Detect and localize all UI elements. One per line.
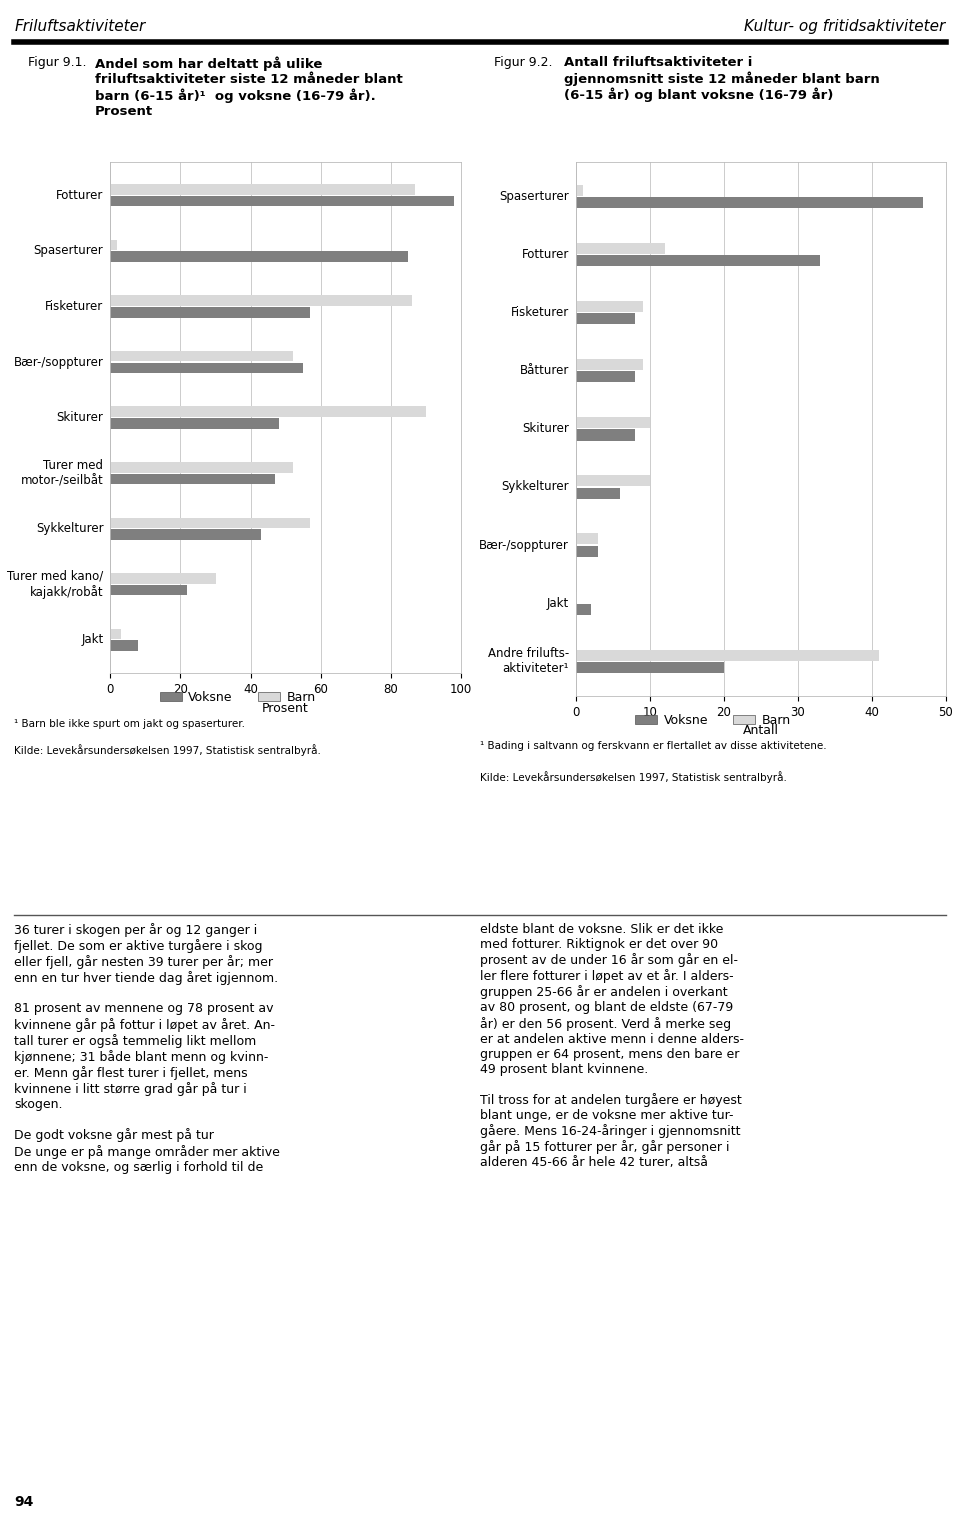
X-axis label: Prosent: Prosent [262,702,309,714]
Text: ¹ Barn ble ikke spurt om jakt og spaserturer.: ¹ Barn ble ikke spurt om jakt og spasert… [14,719,246,729]
Bar [576,371,636,383]
X-axis label: Antall: Antall [743,725,779,737]
Bar [576,604,590,614]
Bar [110,363,303,374]
Bar [576,649,879,661]
Legend: Voksne, Barn: Voksne, Barn [630,708,796,732]
Bar [576,592,578,602]
Bar [576,418,650,428]
Bar [576,475,650,487]
Bar [110,185,416,195]
Text: Figur 9.2.: Figur 9.2. [494,56,552,68]
Bar [576,313,636,324]
Bar [110,517,310,528]
Bar [576,197,924,209]
Text: Andel som har deltatt på ulike
friluftsaktiviteter siste 12 måneder blant
barn (: Andel som har deltatt på ulike friluftsa… [95,56,402,118]
Bar [576,534,598,545]
Bar [110,530,261,540]
Bar [110,195,454,206]
Text: ¹ Bading i saltvann og ferskvann er flertallet av disse aktivitetene.: ¹ Bading i saltvann og ferskvann er fler… [480,741,827,752]
Bar [110,461,293,472]
Bar [110,407,426,418]
Bar [110,573,215,584]
Text: Kilde: Levekårsundersøkelsen 1997, Statistisk sentralbyrå.: Kilde: Levekårsundersøkelsen 1997, Stati… [480,772,787,782]
Bar [576,661,724,673]
Bar [576,359,642,371]
Legend: Voksne, Barn: Voksne, Barn [155,685,321,710]
Text: 94: 94 [14,1495,34,1508]
Bar [110,474,276,484]
Bar [110,307,310,318]
Bar [576,256,820,266]
Bar [576,487,620,499]
Bar [576,430,636,440]
Bar [110,629,121,640]
Text: Kultur- og fritidsaktiviteter: Kultur- og fritidsaktiviteter [744,18,946,33]
Text: Kilde: Levekårsundersøkelsen 1997, Statistisk sentralbyrå.: Kilde: Levekårsundersøkelsen 1997, Stati… [14,744,322,755]
Bar [110,586,187,596]
Text: Antall friluftsaktiviteter i
gjennomsnitt siste 12 måneder blant barn
(6-15 år) : Antall friluftsaktiviteter i gjennomsnit… [564,56,879,103]
Bar [110,251,408,262]
Text: 36 turer i skogen per år og 12 ganger i
fjellet. De som er aktive turgåere i sko: 36 turer i skogen per år og 12 ganger i … [14,923,280,1174]
Bar [576,244,664,254]
Text: Figur 9.1.: Figur 9.1. [28,56,86,70]
Text: eldste blant de voksne. Slik er det ikke
med fotturer. Riktignok er det over 90
: eldste blant de voksne. Slik er det ikke… [480,923,744,1170]
Bar [110,418,278,428]
Bar [110,295,412,306]
Bar [576,546,598,557]
Bar [110,640,138,651]
Bar [576,185,584,197]
Bar [110,351,293,362]
Bar [110,239,117,250]
Text: Friluftsaktiviteter: Friluftsaktiviteter [14,18,146,33]
Bar [576,301,642,312]
